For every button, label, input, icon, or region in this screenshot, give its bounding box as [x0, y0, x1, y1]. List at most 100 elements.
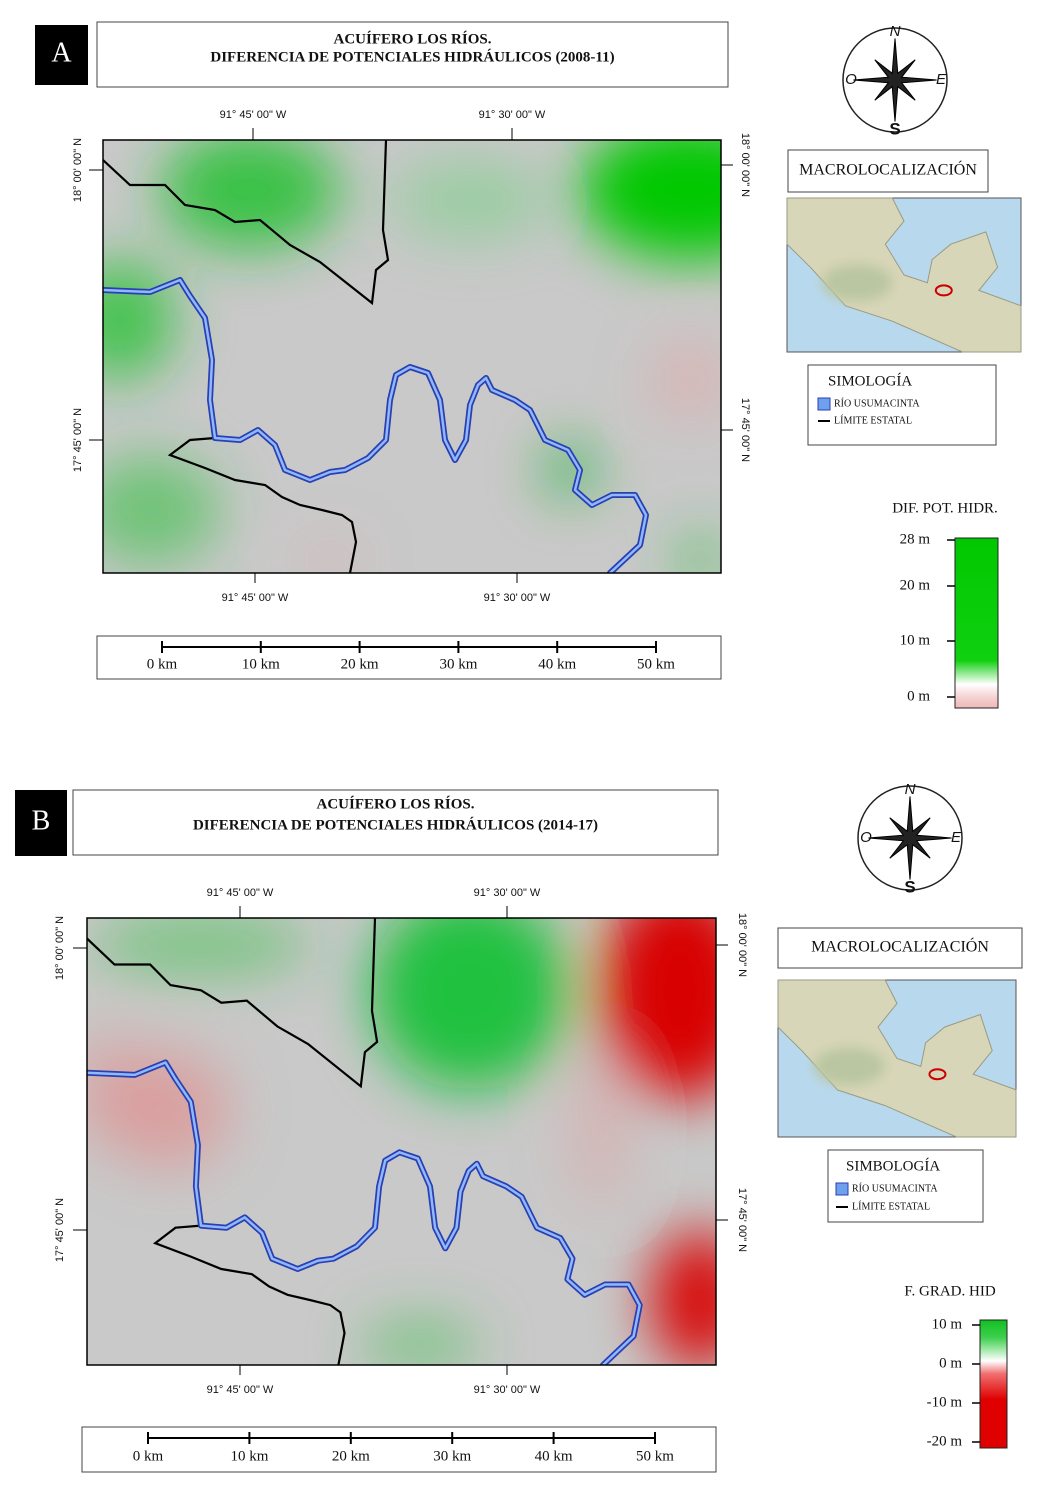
scale-label: 50 km: [637, 656, 675, 672]
legend-title: SIMBOLOGÍA: [846, 1157, 940, 1174]
state-border: [87, 918, 379, 1089]
state-border: [103, 140, 390, 306]
coord-label: 17° 45' 00" N: [736, 1188, 748, 1252]
title-box: [96, 21, 729, 88]
panel: B ACUÍFERO LOS RÍOS. DIFERENCIA DE POTENCI…: [15, 781, 1023, 1473]
surface-blob: [370, 918, 570, 1090]
surface-blob: [650, 340, 721, 420]
panel: A ACUÍFERO LOS RÍOS.DIFERENCIA DE POTENCI…: [35, 21, 1022, 709]
compass-s: S: [904, 877, 915, 896]
scale-label: 0 km: [147, 656, 178, 672]
scale-label: 10 km: [242, 656, 280, 672]
surface-blob: [87, 1030, 150, 1150]
surface-blob: [650, 1230, 716, 1365]
scale-label: 40 km: [535, 1448, 573, 1464]
title-box: [72, 789, 719, 856]
map: [87, 918, 716, 1365]
river: [87, 1061, 641, 1365]
mini-map-land: [777, 979, 1017, 1138]
title-line: ACUÍFERO LOS RÍOS.: [334, 30, 492, 47]
colorbar-label: 28 m: [900, 531, 931, 547]
surface-blob: [390, 160, 550, 240]
surface-blob: [103, 260, 175, 380]
coord-label: 91° 45' 00" W: [207, 887, 274, 899]
macro-label: MACROLOCALIZACIÓN: [811, 937, 989, 956]
compass-n: N: [890, 23, 901, 40]
mini-map-relief: [813, 1047, 886, 1086]
colorbar-label: -10 m: [927, 1394, 963, 1410]
compass-e: E: [936, 71, 947, 88]
river: [103, 278, 648, 573]
state-border: [167, 436, 358, 573]
legend-item: RÍO USUMACINTA: [852, 1182, 938, 1194]
colorbar-label: 10 m: [900, 632, 931, 648]
title-line: ACUÍFERO LOS RÍOS.: [317, 795, 475, 812]
scale-label: 10 km: [230, 1448, 268, 1464]
legend-item: LÍMITE ESTATAL: [834, 414, 912, 426]
coord-label: 91° 30' 00" W: [474, 1384, 541, 1396]
coord-label: 91° 45' 00" W: [220, 109, 287, 121]
panel-label-box: [15, 790, 67, 856]
coord-label: 18° 00' 00" N: [739, 133, 751, 197]
title-line: DIFERENCIA DE POTENCIALES HIDRÁULICOS (2…: [210, 48, 614, 65]
macro-label: MACROLOCALIZACIÓN: [799, 160, 977, 179]
map-frame: [86, 917, 717, 1366]
surface-blob: [675, 535, 721, 573]
colorbar: [979, 1319, 1008, 1449]
title-line: DIFERENCIA DE POTENCIALES HIDRÁULICOS (2…: [193, 816, 598, 833]
legend-title: SIMOLOGÍA: [828, 372, 912, 389]
scale-box: [96, 635, 722, 680]
coord-label: 91° 30' 00" W: [479, 109, 546, 121]
coord-label: 91° 30' 00" W: [484, 592, 551, 604]
colorbar-label: -20 m: [927, 1433, 963, 1449]
surface-blob: [360, 1320, 480, 1365]
scale-label: 20 km: [341, 656, 379, 672]
surface-blob: [580, 140, 721, 260]
colorbar-label: 10 m: [932, 1316, 963, 1332]
surface-blob: [160, 140, 340, 250]
scale-label: 30 km: [439, 656, 477, 672]
surface-blob: [545, 445, 595, 495]
compass-n: N: [905, 781, 916, 798]
coord-label: 91° 45' 00" W: [222, 592, 289, 604]
coord-label: 18° 00' 00" N: [736, 913, 748, 977]
surface-blob: [90, 918, 310, 975]
scale-label: 30 km: [433, 1448, 471, 1464]
legend-item: LÍMITE ESTATAL: [852, 1200, 930, 1212]
surface-blob: [600, 918, 716, 1100]
coord-label: 18° 00' 00" N: [54, 916, 66, 980]
coord-label: 17° 45' 00" N: [72, 408, 84, 472]
mini-map-aoi: [928, 1068, 947, 1081]
compass-o: O: [845, 71, 857, 88]
compass-o: O: [860, 829, 872, 846]
legend-item: RÍO USUMACINTA: [834, 397, 920, 409]
compass-star: [853, 38, 937, 122]
colorbar-label: 0 m: [939, 1355, 962, 1371]
colorbar-title: DIF. POT. HIDR.: [892, 500, 998, 516]
map-frame: [102, 139, 722, 574]
surface: [87, 918, 716, 1365]
surface-blob: [300, 545, 360, 573]
mini-map-land: [786, 197, 1022, 353]
scale-label: 40 km: [538, 656, 576, 672]
macro-box: [787, 149, 989, 193]
panel-label: B: [32, 805, 51, 836]
scale-label: 20 km: [332, 1448, 370, 1464]
compass-e: E: [951, 829, 962, 846]
compass-s: S: [889, 119, 900, 138]
macro-box: [777, 927, 1023, 969]
compass-star: [868, 796, 952, 880]
legend-swatch-river: [817, 397, 831, 411]
coord-label: 18° 00' 00" N: [72, 138, 84, 202]
surface-blob: [570, 1050, 630, 1210]
surface: [103, 140, 721, 573]
colorbar: [954, 537, 999, 709]
coord-label: 91° 45' 00" W: [207, 1384, 274, 1396]
state-border: [152, 1224, 346, 1365]
legend-box: [827, 1149, 984, 1223]
panel-label: A: [51, 37, 72, 68]
mini-map-relief: [822, 264, 893, 302]
mini-map-aoi: [934, 284, 953, 297]
coord-label: 17° 45' 00" N: [739, 398, 751, 462]
